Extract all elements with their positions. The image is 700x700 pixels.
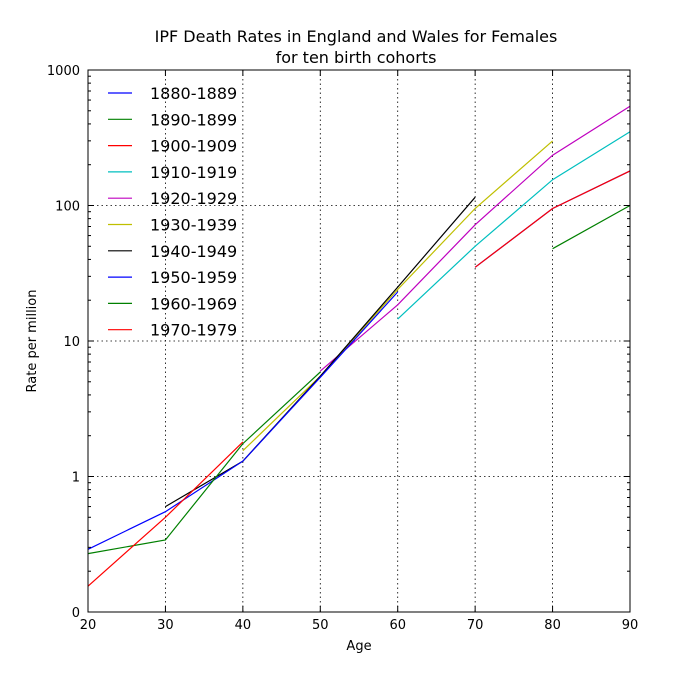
- y-axis-label: Rate per million: [25, 290, 40, 393]
- series-line-5: [319, 105, 631, 372]
- legend-label: 1880-1889: [150, 84, 237, 103]
- series-line-4: [397, 131, 631, 320]
- chart-title-line-2: for ten birth cohorts: [276, 48, 437, 67]
- x-tick-label: 90: [622, 618, 639, 633]
- legend-label: 1930-1939: [150, 216, 237, 235]
- x-tick-label: 60: [389, 618, 406, 633]
- x-tick-label: 80: [544, 618, 561, 633]
- series-line-3: [474, 170, 631, 268]
- x-tick-label: 30: [157, 618, 174, 633]
- axis-ticks: 20 30 40 50 60 70 80 90 0 1 10 100 1000: [47, 64, 638, 633]
- x-tick-label: 70: [467, 618, 484, 633]
- legend-label: 1910-1919: [150, 163, 237, 182]
- y-tick-label: 100: [55, 200, 80, 215]
- legend-label: 1890-1899: [150, 110, 237, 129]
- y-tick-label: 1: [72, 471, 80, 486]
- x-tick-label: 20: [80, 618, 97, 633]
- series-line-6: [242, 140, 553, 452]
- y-tick-label: 1000: [47, 64, 80, 79]
- series-line-2: [552, 204, 631, 250]
- legend: 1880-1889 1890-1899 1900-1909 1910-1919 1920…: [108, 84, 237, 340]
- x-axis-label: Age: [346, 639, 371, 654]
- series-line-9: [87, 371, 321, 555]
- y-tick-label: 10: [63, 335, 80, 350]
- legend-label: 1920-1929: [150, 189, 237, 208]
- x-tick-label: 40: [235, 618, 252, 633]
- x-tick-label: 50: [312, 618, 329, 633]
- legend-label: 1940-1949: [150, 242, 237, 261]
- series-lines: [87, 105, 631, 587]
- series-line-8: [87, 291, 399, 550]
- chart-title-line-1: IPF Death Rates in England and Wales for…: [155, 27, 558, 46]
- legend-label: 1970-1979: [150, 321, 237, 340]
- legend-label: 1960-1969: [150, 294, 237, 313]
- grid: [88, 70, 630, 612]
- series-line-10: [87, 441, 244, 587]
- legend-label: 1900-1909: [150, 137, 237, 156]
- y-tick-label: 0: [72, 606, 80, 621]
- legend-label: 1950-1959: [150, 268, 237, 287]
